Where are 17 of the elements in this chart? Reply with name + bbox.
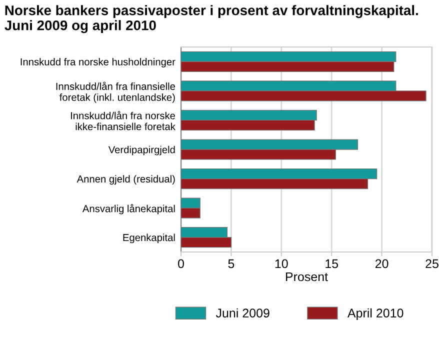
y-tick-label: Innskudd/lån fra norske ikke-finansielle foretak (70, 110, 176, 130)
y-tick-label: Egenkapital (123, 234, 175, 244)
x-tick-label: 20 (375, 259, 388, 268)
x-tick-label: 10 (275, 259, 288, 268)
x-tick-label: 25 (426, 259, 438, 268)
chart-title: Norske bankers passivaposter i prosent av forvaltningskapital. Juni 2009 og april 2010 (4, 5, 418, 34)
legend-label: Juni 2009 (216, 308, 270, 318)
x-tick-label: 15 (326, 259, 338, 268)
x-tick-label: 5 (228, 259, 234, 268)
x-axis-title: Prosent (286, 272, 328, 282)
y-tick-label: Innskudd/lån fra finansielle foretak (inkl. utenlandske) (56, 82, 175, 103)
y-tick-label: Ansvarlig lånekapital (82, 204, 175, 214)
y-tick-label: Innskudd fra norske husholdninger (20, 58, 176, 68)
y-tick-label: Verdipapirgjeld (108, 146, 175, 156)
y-tick-label: Annen gjeld (residual) (76, 175, 175, 185)
x-tick-label: 0 (178, 259, 184, 268)
legend-label: April 2010 (347, 308, 404, 320)
